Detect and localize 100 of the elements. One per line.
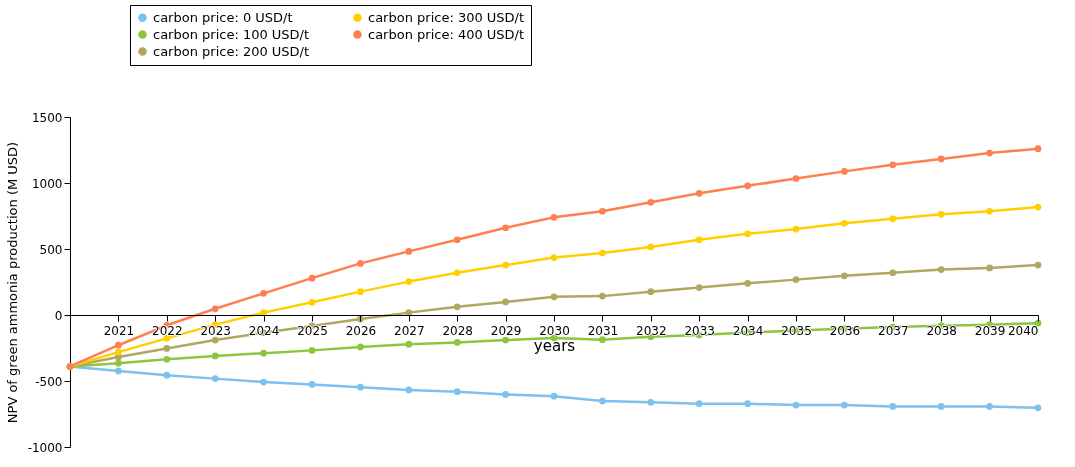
point (260, 349, 267, 357)
point (308, 298, 316, 306)
legend-label: carbon price: 100 USD/t (153, 26, 310, 42)
point (647, 198, 655, 206)
point (115, 341, 122, 349)
x-tick-label: 2038 (926, 323, 957, 338)
point (1034, 203, 1042, 211)
y-tick-label: 0 (54, 308, 63, 323)
x-tick-label: 2040 (1007, 323, 1039, 338)
x-tick-label: 2026 (345, 323, 377, 338)
point (695, 189, 703, 197)
point (841, 401, 848, 409)
point (502, 224, 509, 232)
point (453, 236, 461, 244)
point (1034, 261, 1042, 269)
x-tick-label: 2031 (587, 323, 619, 338)
point (889, 215, 897, 223)
point (502, 391, 509, 398)
point (357, 260, 364, 267)
point (163, 345, 171, 352)
point (308, 347, 316, 354)
point (453, 388, 461, 396)
point (550, 213, 558, 221)
point (792, 401, 800, 409)
point (357, 383, 364, 391)
point (695, 284, 703, 291)
x-tick-label: 2032 (636, 323, 667, 338)
point (937, 266, 945, 273)
point (744, 230, 751, 238)
legend-label: carbon price: 400 USD/t (368, 26, 525, 42)
point (695, 400, 703, 408)
point (163, 356, 171, 363)
point (889, 403, 897, 410)
point (211, 336, 219, 344)
point (599, 397, 606, 405)
point (599, 249, 606, 257)
point (357, 288, 364, 295)
x-tick-label: 2029 (490, 323, 522, 338)
point (744, 400, 751, 408)
point (889, 161, 897, 169)
point (986, 207, 993, 215)
point (792, 276, 800, 283)
x-tick-label: 2022 (152, 323, 183, 338)
point (841, 168, 848, 175)
point (405, 248, 413, 255)
point (405, 386, 413, 394)
x-tick-label: 2037 (878, 323, 909, 338)
point (986, 149, 993, 157)
point (1034, 404, 1042, 412)
point (357, 343, 364, 351)
legend-label: carbon price: 200 USD/t (153, 43, 310, 59)
point (453, 339, 461, 346)
y-tick-label: 500 (39, 242, 63, 257)
point (550, 392, 558, 400)
point (986, 264, 993, 272)
point (744, 279, 751, 287)
x-tick-label: 2033 (684, 323, 715, 338)
point (405, 340, 413, 348)
point (695, 236, 703, 244)
point (502, 261, 509, 269)
point (453, 303, 461, 311)
point (647, 243, 655, 251)
y-tick-label: 1000 (31, 176, 63, 191)
x-tick-label: 2025 (297, 323, 328, 338)
point (211, 352, 219, 360)
x-tick-label: 2027 (394, 323, 425, 338)
point (1034, 145, 1042, 153)
x-tick-label: 2030 (539, 323, 570, 338)
point (163, 371, 171, 379)
point (308, 274, 316, 282)
x-tick-label: 2021 (103, 323, 135, 338)
x-tick-label: 2035 (781, 323, 812, 338)
x-axis-title: years (533, 336, 576, 355)
point (260, 378, 267, 386)
point (163, 335, 171, 342)
point (115, 348, 122, 356)
point (115, 353, 122, 361)
point (937, 155, 945, 163)
x-tick-label: 2039 (974, 323, 1006, 338)
point (792, 175, 800, 182)
point (453, 269, 461, 277)
point (647, 398, 655, 406)
point (792, 225, 800, 233)
point (841, 219, 848, 227)
point (211, 375, 219, 382)
y-axis-title: NPV of green ammonia production (M USD) (4, 141, 20, 424)
point (308, 381, 316, 388)
point (744, 182, 751, 190)
point (550, 293, 558, 301)
point (599, 336, 606, 344)
point (260, 290, 267, 297)
point (405, 309, 413, 316)
legend-label: carbon price: 0 USD/t (153, 9, 293, 25)
point (405, 278, 413, 285)
x-tick-label: 2023 (200, 323, 231, 338)
point (502, 298, 509, 306)
y-tick-label: -1000 (27, 440, 63, 455)
point (599, 207, 606, 215)
point (260, 309, 267, 316)
y-tick-label: 1500 (31, 110, 63, 125)
